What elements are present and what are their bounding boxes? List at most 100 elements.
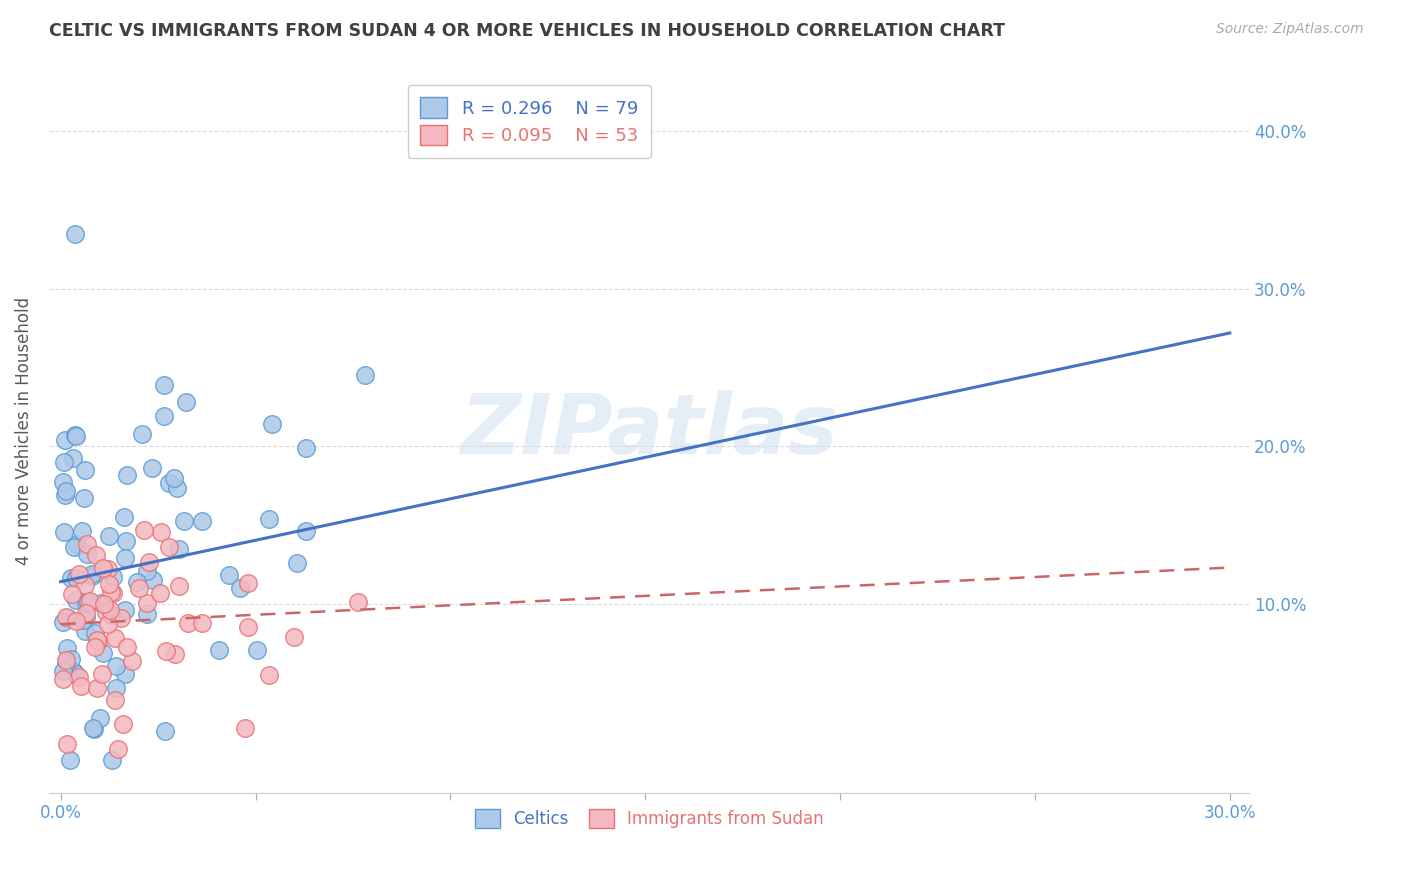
Point xyxy=(93,560,115,574)
Point xyxy=(73,624,96,639)
Point xyxy=(104,681,127,695)
Point xyxy=(59,753,82,767)
Point xyxy=(163,647,186,661)
Point xyxy=(105,659,128,673)
Point xyxy=(63,227,86,241)
Point xyxy=(77,595,100,609)
Point xyxy=(157,540,180,554)
Point xyxy=(53,488,76,502)
Point xyxy=(87,634,110,648)
Point xyxy=(283,630,305,644)
Point xyxy=(52,525,75,540)
Point xyxy=(90,596,112,610)
Point xyxy=(76,537,98,551)
Point xyxy=(246,642,269,657)
Point xyxy=(52,615,75,629)
Point xyxy=(141,460,163,475)
Point xyxy=(353,368,375,383)
Point xyxy=(67,567,90,582)
Point xyxy=(62,664,84,678)
Point xyxy=(135,596,157,610)
Point xyxy=(153,378,176,392)
Point xyxy=(97,562,120,576)
Point xyxy=(190,514,212,528)
Point xyxy=(115,640,138,654)
Point xyxy=(167,541,190,556)
Point xyxy=(155,723,177,738)
Point xyxy=(62,451,84,466)
Point xyxy=(62,540,84,554)
Point xyxy=(55,484,77,499)
Point xyxy=(63,428,86,442)
Point xyxy=(76,547,98,561)
Point xyxy=(174,395,197,409)
Point xyxy=(53,455,76,469)
Point xyxy=(67,670,90,684)
Point xyxy=(65,614,87,628)
Point xyxy=(60,652,83,666)
Point xyxy=(83,722,105,736)
Point xyxy=(101,570,124,584)
Point xyxy=(114,550,136,565)
Point xyxy=(236,620,259,634)
Point xyxy=(112,510,135,524)
Point xyxy=(163,471,186,485)
Point xyxy=(52,665,75,679)
Point xyxy=(79,594,101,608)
Point xyxy=(149,525,172,540)
Point xyxy=(294,524,316,539)
Point xyxy=(91,667,114,681)
Point xyxy=(75,610,97,624)
Point xyxy=(135,607,157,621)
Point xyxy=(75,607,97,621)
Legend: Celtics, Immigrants from Sudan: Celtics, Immigrants from Sudan xyxy=(468,803,830,835)
Point xyxy=(260,417,283,432)
Point xyxy=(55,653,77,667)
Point xyxy=(176,615,198,630)
Point xyxy=(114,603,136,617)
Point xyxy=(86,681,108,695)
Point xyxy=(155,644,177,658)
Point xyxy=(104,693,127,707)
Point xyxy=(55,610,77,624)
Point xyxy=(86,633,108,648)
Point xyxy=(80,569,103,583)
Point xyxy=(55,656,77,670)
Point xyxy=(131,427,153,442)
Point xyxy=(97,617,120,632)
Point xyxy=(295,441,318,455)
Point xyxy=(138,555,160,569)
Point xyxy=(111,716,134,731)
Point xyxy=(98,603,121,617)
Point xyxy=(173,514,195,528)
Point xyxy=(65,593,87,607)
Point xyxy=(104,631,127,645)
Point xyxy=(208,642,231,657)
Point xyxy=(65,571,87,585)
Point xyxy=(115,534,138,549)
Point xyxy=(236,576,259,591)
Point xyxy=(347,595,370,609)
Point xyxy=(100,607,122,622)
Point xyxy=(100,585,122,599)
Text: Source: ZipAtlas.com: Source: ZipAtlas.com xyxy=(1216,22,1364,37)
Point xyxy=(114,667,136,681)
Point xyxy=(56,737,79,751)
Point xyxy=(233,722,256,736)
Point xyxy=(82,721,104,735)
Point xyxy=(153,409,176,423)
Point xyxy=(70,524,93,538)
Point xyxy=(83,640,105,654)
Point xyxy=(103,586,125,600)
Point xyxy=(285,556,308,570)
Point xyxy=(65,429,87,443)
Point xyxy=(167,579,190,593)
Point xyxy=(149,585,172,599)
Point xyxy=(94,605,117,619)
Point xyxy=(97,577,120,591)
Point xyxy=(73,463,96,477)
Point xyxy=(73,578,96,592)
Point xyxy=(93,597,115,611)
Point xyxy=(55,434,77,448)
Point xyxy=(136,564,159,578)
